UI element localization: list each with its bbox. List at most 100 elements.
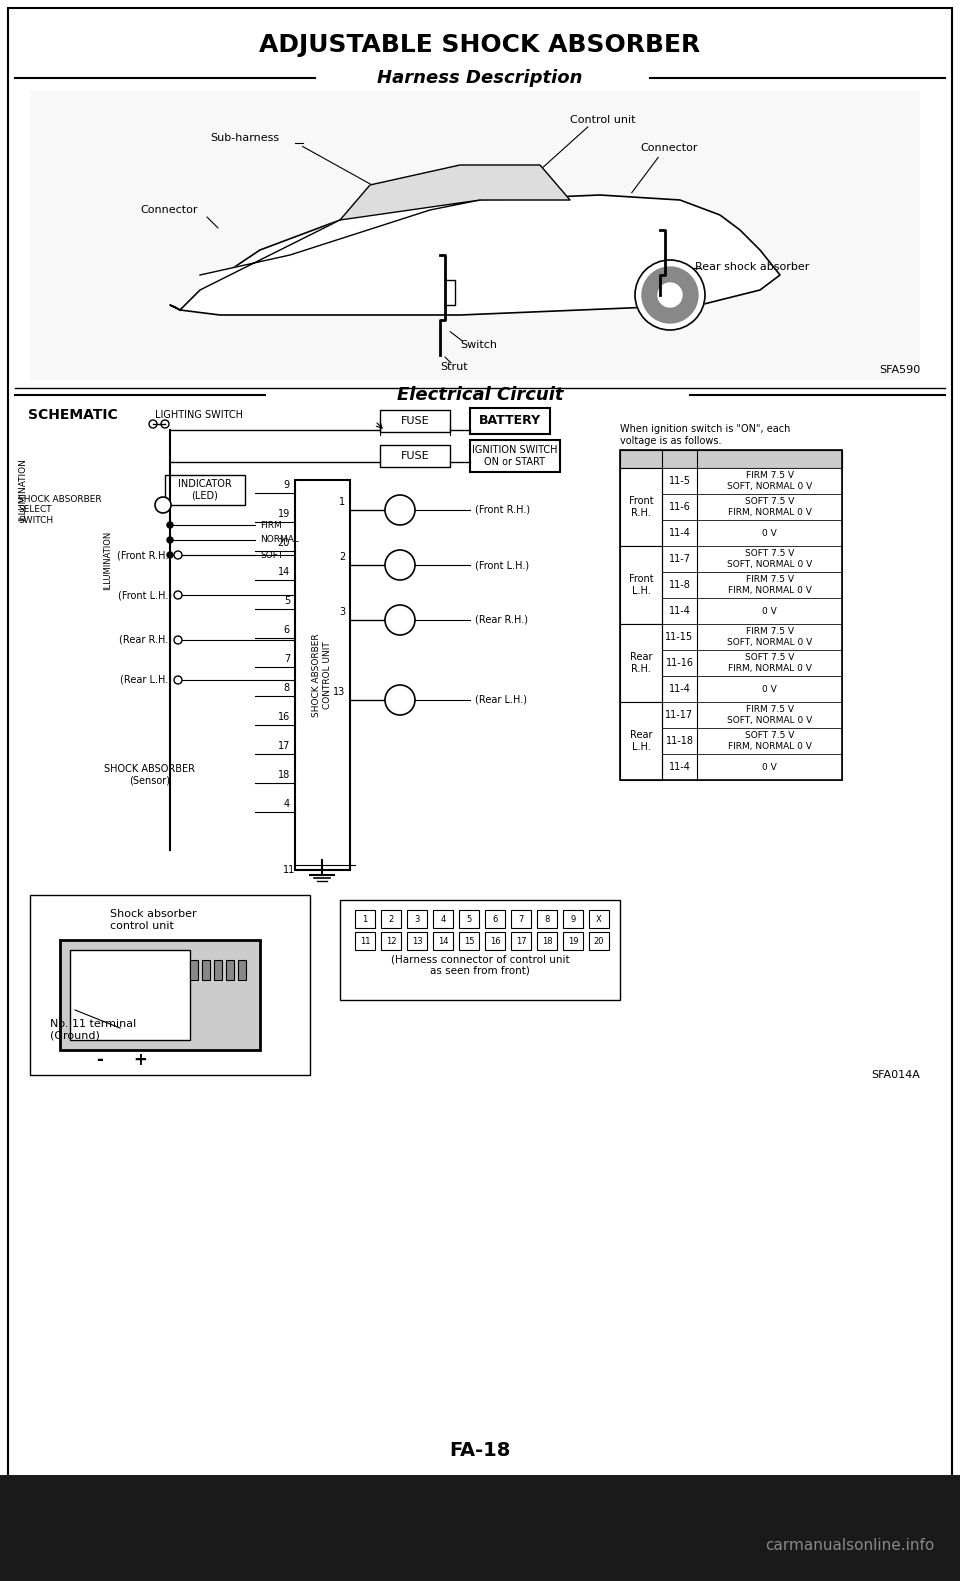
Bar xyxy=(620,598,842,624)
Text: E: E xyxy=(159,500,166,511)
Text: 19: 19 xyxy=(277,509,290,519)
Text: Rear
L.H.: Rear L.H. xyxy=(630,730,652,753)
Circle shape xyxy=(385,685,415,715)
Text: 1: 1 xyxy=(362,914,368,923)
Text: M: M xyxy=(395,560,405,571)
Bar xyxy=(295,481,350,870)
Bar xyxy=(620,572,842,598)
Text: 11-4: 11-4 xyxy=(668,685,690,694)
Text: 16: 16 xyxy=(277,711,290,723)
Text: Harness Description: Harness Description xyxy=(377,70,583,87)
Circle shape xyxy=(167,538,173,542)
Text: 1: 1 xyxy=(339,496,345,508)
Bar xyxy=(381,911,401,928)
Bar xyxy=(238,960,246,980)
Text: 16: 16 xyxy=(490,936,500,945)
Text: 18: 18 xyxy=(277,770,290,779)
Circle shape xyxy=(385,606,415,636)
Text: (Front L.H.): (Front L.H.) xyxy=(118,590,172,601)
Bar xyxy=(620,451,842,468)
Text: 17: 17 xyxy=(516,936,526,945)
Polygon shape xyxy=(340,164,570,220)
Text: M: M xyxy=(395,696,405,705)
Text: (Rear L.H.): (Rear L.H.) xyxy=(120,675,172,685)
Text: ILLUMINATION: ILLUMINATION xyxy=(18,458,27,522)
Polygon shape xyxy=(170,194,780,315)
Text: 11-16: 11-16 xyxy=(665,658,693,669)
Text: 15: 15 xyxy=(464,936,474,945)
Text: 0 V: 0 V xyxy=(762,607,777,615)
Text: (Front L.H.): (Front L.H.) xyxy=(475,560,529,571)
Text: (Front R.H.): (Front R.H.) xyxy=(475,504,530,515)
Text: 11-17: 11-17 xyxy=(665,710,693,719)
Text: SFA014A: SFA014A xyxy=(871,1070,920,1080)
Text: Front
L.H.: Front L.H. xyxy=(629,574,654,596)
Circle shape xyxy=(174,591,182,599)
Text: +: + xyxy=(133,1051,147,1069)
Text: SHOCK ABSORBER
(Sensor): SHOCK ABSORBER (Sensor) xyxy=(105,764,196,786)
Text: ADJUSTABLE SHOCK ABSORBER: ADJUSTABLE SHOCK ABSORBER xyxy=(259,33,701,57)
Bar xyxy=(407,911,427,928)
Text: 3: 3 xyxy=(415,914,420,923)
Circle shape xyxy=(174,636,182,643)
Circle shape xyxy=(167,522,173,528)
Bar xyxy=(620,677,842,702)
Bar xyxy=(355,911,375,928)
Text: -: - xyxy=(97,1051,104,1069)
Bar xyxy=(70,950,190,1040)
Text: SOFT 7.5 V
FIRM, NORMAL 0 V: SOFT 7.5 V FIRM, NORMAL 0 V xyxy=(728,653,811,672)
Text: 5: 5 xyxy=(284,596,290,606)
Bar xyxy=(355,933,375,950)
Text: SOFT 7.5 V
SOFT, NORMAL 0 V: SOFT 7.5 V SOFT, NORMAL 0 V xyxy=(727,549,812,569)
Text: 13: 13 xyxy=(412,936,422,945)
Circle shape xyxy=(161,421,169,428)
Circle shape xyxy=(174,552,182,560)
Bar xyxy=(511,933,531,950)
Bar xyxy=(0,1475,960,1581)
Text: NORMAL: NORMAL xyxy=(260,536,299,544)
Text: Sub-harness: Sub-harness xyxy=(210,133,279,142)
Text: FIRM: FIRM xyxy=(260,520,281,530)
Bar xyxy=(537,933,557,950)
Bar xyxy=(459,911,479,928)
Bar xyxy=(407,933,427,950)
Text: FUSE: FUSE xyxy=(400,451,429,462)
Text: 7: 7 xyxy=(284,655,290,664)
Bar xyxy=(433,933,453,950)
Text: 18: 18 xyxy=(541,936,552,945)
Bar xyxy=(589,933,609,950)
Circle shape xyxy=(385,550,415,580)
Bar xyxy=(340,900,620,1001)
Bar xyxy=(202,960,210,980)
Text: 0 V: 0 V xyxy=(762,762,777,772)
Text: FIRM 7.5 V
SOFT, NORMAL 0 V: FIRM 7.5 V SOFT, NORMAL 0 V xyxy=(727,628,812,647)
Text: 11: 11 xyxy=(283,865,295,874)
Text: SOFT: SOFT xyxy=(260,550,283,560)
Text: SFA590: SFA590 xyxy=(878,365,920,375)
Circle shape xyxy=(642,267,698,323)
Bar xyxy=(226,960,234,980)
Text: FIRM 7.5 V
FIRM, NORMAL 0 V: FIRM 7.5 V FIRM, NORMAL 0 V xyxy=(728,575,811,594)
Text: 8: 8 xyxy=(284,683,290,692)
Text: (Rear R.H.): (Rear R.H.) xyxy=(119,636,172,645)
Bar xyxy=(589,911,609,928)
Circle shape xyxy=(174,677,182,685)
Bar xyxy=(620,702,662,779)
Text: 19: 19 xyxy=(567,936,578,945)
Text: ILLUMINATION: ILLUMINATION xyxy=(104,530,112,590)
Bar xyxy=(433,911,453,928)
Text: (Rear L.H.): (Rear L.H.) xyxy=(475,696,527,705)
Text: FIRM 7.5 V
SOFT, NORMAL 0 V: FIRM 7.5 V SOFT, NORMAL 0 V xyxy=(727,705,812,724)
Text: INDICATOR
(LED): INDICATOR (LED) xyxy=(179,479,232,501)
Bar xyxy=(165,474,245,504)
Text: FUSE: FUSE xyxy=(400,416,429,425)
Text: When ignition switch is "ON", each
voltage is as follows.: When ignition switch is "ON", each volta… xyxy=(620,424,790,446)
Bar xyxy=(380,444,450,466)
Bar xyxy=(563,933,583,950)
Bar xyxy=(470,408,550,435)
Bar xyxy=(620,624,842,650)
Text: 9: 9 xyxy=(570,914,576,923)
Bar xyxy=(30,90,920,379)
Text: 0 V: 0 V xyxy=(762,685,777,694)
Text: SOFT 7.5 V
FIRM, NORMAL 0 V: SOFT 7.5 V FIRM, NORMAL 0 V xyxy=(728,498,811,517)
